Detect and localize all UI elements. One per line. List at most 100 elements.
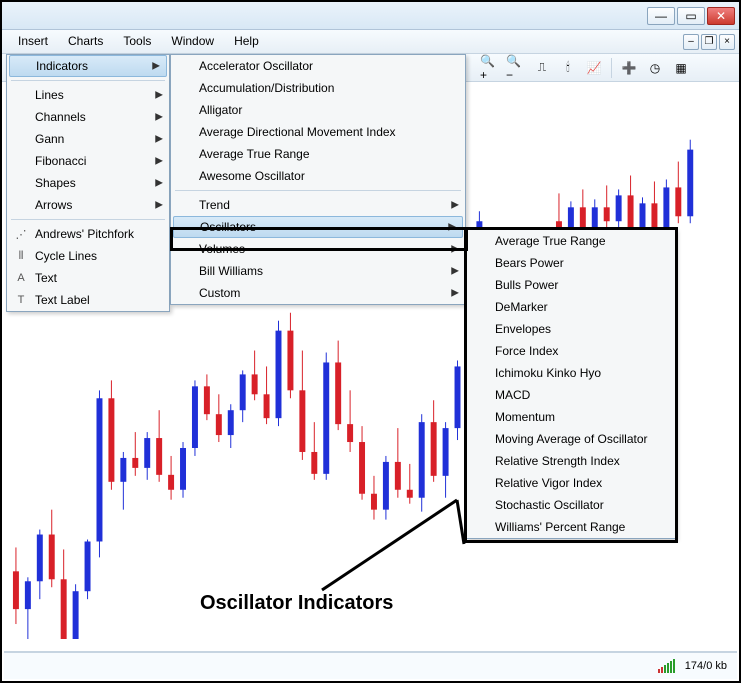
submenu-arrow-icon: ▶ [448,222,456,233]
indicators-submenu: Accelerator Oscillator Accumulation/Distr… [170,54,466,305]
templates-icon[interactable]: ▦ [670,57,692,79]
menu-item-icon: T [11,294,31,306]
menu-item-label: Alligator [199,103,242,117]
submenu-arrow-icon: ▶ [451,244,459,255]
indicators-item-alligator[interactable]: Alligator [171,99,465,121]
oscillators-submenu: Average True Range Bears Power Bulls Power… [466,229,676,539]
periodicity-icon[interactable]: ◷ [644,57,666,79]
indicators-item-average-directional-movement-index[interactable]: Average Directional Movement Index [171,121,465,143]
menu-item-label: Arrows [35,198,72,212]
submenu-arrow-icon: ▶ [451,200,459,211]
menu-item-label: Volumes [199,242,245,256]
indicators-item-accumulation-distribution[interactable]: Accumulation/Distribution [171,77,465,99]
oscillators-item-macd[interactable]: MACD [467,384,675,406]
indicators-item-trend[interactable]: Trend ▶ [171,194,465,216]
oscillators-item-williams-percent-range[interactable]: Williams' Percent Range [467,516,675,538]
insert-menu-dropdown: Indicators▶Lines▶Channels▶Gann▶Fibonacci… [6,54,170,312]
indicators-item-accelerator-oscillator[interactable]: Accelerator Oscillator [171,55,465,77]
submenu-arrow-icon: ▶ [155,178,163,189]
oscillators-item-stochastic-oscillator[interactable]: Stochastic Oscillator [467,494,675,516]
close-button[interactable]: ✕ [707,7,735,25]
menu-item-label: Lines [35,88,64,102]
indicators-item-custom[interactable]: Custom▶ [171,282,465,304]
menu-item-label: Fibonacci [35,154,86,168]
app-window: — ▭ ✕ Insert Charts Tools Window Help – … [0,0,741,683]
menu-item-label: Channels [35,110,86,124]
menu-window[interactable]: Window [161,30,224,53]
menu-item-label: Gann [35,132,64,146]
oscillators-item-relative-strength-index[interactable]: Relative Strength Index [467,450,675,472]
insert-item-text-label[interactable]: TText Label [7,289,169,311]
oscillators-item-moving-average-of-oscillator[interactable]: Moving Average of Oscillator [467,428,675,450]
indicators-item-bill-williams[interactable]: Bill Williams▶ [171,260,465,282]
menu-item-label: Force Index [495,344,558,358]
insert-item-lines[interactable]: Lines ▶ [7,84,169,106]
oscillators-item-envelopes[interactable]: Envelopes [467,318,675,340]
add-indicator-icon[interactable]: ➕ [618,57,640,79]
oscillators-item-momentum[interactable]: Momentum [467,406,675,428]
maximize-button[interactable]: ▭ [677,7,705,25]
minimize-button[interactable]: — [647,7,675,25]
menubar: Insert Charts Tools Window Help – ❐ × [2,30,739,54]
indicators-item-awesome-oscillator[interactable]: Awesome Oscillator [171,165,465,187]
menu-item-label: Envelopes [495,322,551,336]
oscillators-item-force-index[interactable]: Force Index [467,340,675,362]
zoom-in-icon[interactable]: 🔍+ [479,57,501,79]
menu-item-label: Average True Range [199,147,310,161]
oscillators-item-bulls-power[interactable]: Bulls Power [467,274,675,296]
menu-item-label: Trend [199,198,230,212]
menu-insert[interactable]: Insert [8,30,58,53]
menu-item-icon: ⋰ [11,228,31,241]
connection-status: 174/0 kb [685,660,727,672]
oscillators-item-bears-power[interactable]: Bears Power [467,252,675,274]
oscillators-item-ichimoku-kinko-hyo[interactable]: Ichimoku Kinko Hyo [467,362,675,384]
insert-item-shapes[interactable]: Shapes▶ [7,172,169,194]
menu-item-icon: A [11,272,31,284]
menu-item-label: Accumulation/Distribution [199,81,334,95]
insert-item-gann[interactable]: Gann ▶ [7,128,169,150]
mdi-restore-button[interactable]: ❐ [701,34,717,50]
indicators-item-oscillators[interactable]: Oscillators▶ [173,216,463,238]
menu-item-label: Accelerator Oscillator [199,59,313,73]
oscillators-item-demarker[interactable]: DeMarker [467,296,675,318]
menu-item-label: Momentum [495,410,555,424]
insert-item-andrews-pitchfork[interactable]: ⋰Andrews' Pitchfork [7,223,169,245]
connection-signal-icon [658,659,675,673]
mdi-close-button[interactable]: × [719,34,735,50]
insert-item-text[interactable]: A Text [7,267,169,289]
menu-item-label: Moving Average of Oscillator [495,432,648,446]
oscillators-item-relative-vigor-index[interactable]: Relative Vigor Index [467,472,675,494]
zoom-out-icon[interactable]: 🔍− [505,57,527,79]
menu-item-label: Custom [199,286,240,300]
insert-item-arrows[interactable]: Arrows▶ [7,194,169,216]
menu-item-label: Text [35,271,57,285]
candle-chart-icon[interactable]: 🕯 [557,57,579,79]
submenu-arrow-icon: ▶ [451,266,459,277]
submenu-arrow-icon: ▶ [155,112,163,123]
insert-item-cycle-lines[interactable]: ⦀Cycle Lines [7,245,169,267]
menu-item-label: DeMarker [495,300,548,314]
menu-item-label: Relative Strength Index [495,454,620,468]
indicators-item-volumes[interactable]: Volumes ▶ [171,238,465,260]
menu-item-label: Bulls Power [495,278,558,292]
line-chart-icon[interactable]: 📈 [583,57,605,79]
indicators-item-average-true-range[interactable]: Average True Range [171,143,465,165]
menu-item-label: Stochastic Oscillator [495,498,604,512]
menu-item-label: Bears Power [495,256,564,270]
submenu-arrow-icon: ▶ [152,61,160,72]
menu-item-label: Average True Range [495,234,606,248]
menu-charts[interactable]: Charts [58,30,113,53]
menu-tools[interactable]: Tools [113,30,161,53]
submenu-arrow-icon: ▶ [155,90,163,101]
insert-item-fibonacci[interactable]: Fibonacci ▶ [7,150,169,172]
insert-item-channels[interactable]: Channels ▶ [7,106,169,128]
submenu-arrow-icon: ▶ [155,156,163,167]
insert-item-indicators[interactable]: Indicators▶ [9,55,167,77]
submenu-arrow-icon: ▶ [155,134,163,145]
bar-chart-icon[interactable]: ⎍ [531,57,553,79]
titlebar: — ▭ ✕ [2,2,739,30]
menu-item-label: Awesome Oscillator [199,169,305,183]
menu-help[interactable]: Help [224,30,269,53]
mdi-minimize-button[interactable]: – [683,34,699,50]
oscillators-item-average-true-range[interactable]: Average True Range [467,230,675,252]
